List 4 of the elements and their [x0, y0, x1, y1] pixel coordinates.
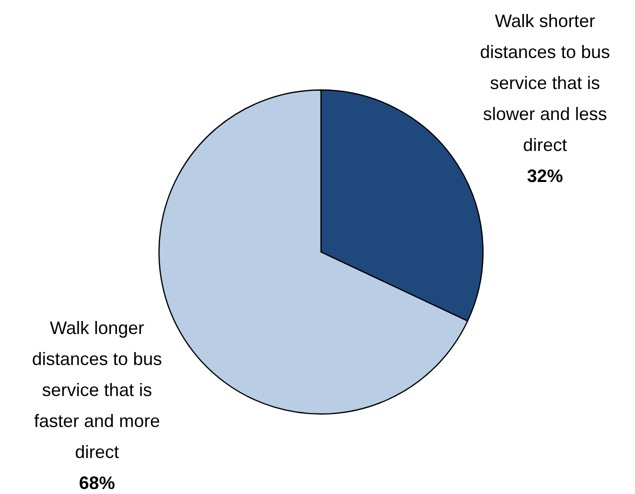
slice-label: Walk shorter distances to bus service that is slower and less direct	[480, 11, 610, 155]
data-label: 68%	[78, 473, 116, 493]
slice-label: Walk longer distances to bus service that is faster and more direct	[32, 318, 162, 462]
data-label: 32%	[526, 166, 564, 186]
